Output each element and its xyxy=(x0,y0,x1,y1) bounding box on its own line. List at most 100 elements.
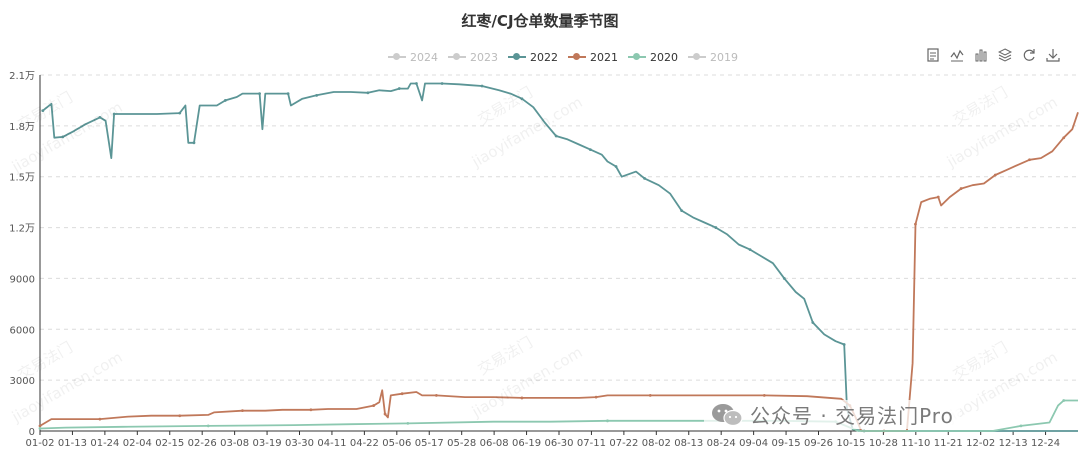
series-point-2020 xyxy=(406,421,410,425)
legend: 2024 2023 2022 2021 2020 2019 xyxy=(388,49,748,65)
x-tick-label: 02-15 xyxy=(155,438,184,449)
series-line-2020 xyxy=(39,399,1078,432)
x-tick-label: 09-26 xyxy=(804,438,833,449)
x-tick-label: 11-21 xyxy=(934,438,963,449)
series-point-2021 xyxy=(936,195,940,199)
wechat-icon xyxy=(710,402,744,428)
y-tick-label: 0 xyxy=(29,427,35,438)
series-point-2021 xyxy=(434,394,438,397)
series-line-2021 xyxy=(39,112,1079,432)
series-point-2021 xyxy=(959,187,963,190)
x-tick-label: 01-24 xyxy=(90,438,119,449)
x-tick-label: 02-26 xyxy=(188,438,217,449)
x-tick-label: 11-10 xyxy=(901,438,930,449)
legend-item-2019[interactable]: 2019 xyxy=(688,51,738,64)
series-point-2021 xyxy=(383,412,387,416)
legend-item-2021[interactable]: 2021 xyxy=(568,51,618,64)
legend-label: 2023 xyxy=(470,50,498,64)
series-point-2021 xyxy=(762,394,766,397)
series-point-2022 xyxy=(680,209,684,213)
y-tick-label: 1.8万 xyxy=(9,122,35,133)
series-point-2020 xyxy=(1062,399,1066,402)
series-point-2022 xyxy=(178,111,182,115)
series-point-2022 xyxy=(61,135,65,139)
x-tick-label: 01-02 xyxy=(25,438,54,449)
x-tick-label: 09-04 xyxy=(739,438,768,449)
legend-label: 2021 xyxy=(590,50,618,64)
series-point-2022 xyxy=(286,92,290,96)
y-tick-label: 2.1万 xyxy=(9,71,35,82)
series-point-2021 xyxy=(98,417,102,421)
legend-swatch xyxy=(448,52,466,62)
x-tick-label: 04-22 xyxy=(350,438,379,449)
x-tick-label: 06-19 xyxy=(512,438,541,449)
series-point-2022 xyxy=(223,99,227,102)
series-point-2021 xyxy=(648,394,652,397)
x-tick-label: 05-06 xyxy=(382,438,411,449)
series-point-2021 xyxy=(400,392,404,396)
series-point-2022 xyxy=(440,82,444,85)
x-tick-label: 08-02 xyxy=(642,438,671,449)
x-tick-label: 12-24 xyxy=(1031,438,1060,449)
x-tick-label: 12-02 xyxy=(966,438,995,449)
series-point-2022 xyxy=(366,91,370,95)
legend-item-2020[interactable]: 2020 xyxy=(628,51,678,64)
legend-swatch xyxy=(568,52,586,62)
badge-text: 公众号 · 交易法门Pro xyxy=(750,404,954,428)
series-point-2020 xyxy=(206,424,210,428)
bar-chart-icon[interactable] xyxy=(974,48,988,62)
x-tick-label: 03-30 xyxy=(285,438,314,449)
y-tick-label: 6000 xyxy=(10,325,35,336)
x-tick-label: 04-11 xyxy=(317,438,346,449)
x-tick-label: 03-08 xyxy=(220,438,249,449)
series-point-2022 xyxy=(554,134,558,138)
x-tick-label: 08-24 xyxy=(707,438,736,449)
series-point-2020 xyxy=(1019,424,1023,428)
x-tick-label: 07-22 xyxy=(609,438,638,449)
series-point-2021 xyxy=(1062,136,1066,140)
x-tick-label: 12-13 xyxy=(999,438,1028,449)
series-point-2021 xyxy=(993,173,997,177)
series-point-2021 xyxy=(178,414,182,418)
legend-item-2022[interactable]: 2022 xyxy=(508,51,558,64)
chart-title: 红枣/CJ仓单数量季节图 xyxy=(461,12,619,30)
y-tick-label: 1.5万 xyxy=(9,173,35,184)
series-point-2021 xyxy=(1028,158,1031,162)
series-point-2021 xyxy=(309,408,313,412)
x-tick-label: 10-15 xyxy=(836,438,865,449)
legend-swatch xyxy=(688,52,706,62)
line-chart-icon[interactable] xyxy=(950,48,964,62)
x-tick-label: 07-11 xyxy=(577,438,606,449)
legend-label: 2022 xyxy=(530,50,558,64)
legend-label: 2024 xyxy=(410,50,438,64)
series-point-2022 xyxy=(614,165,618,168)
series-point-2022 xyxy=(811,321,815,324)
legend-swatch xyxy=(508,52,526,62)
legend-item-2023[interactable]: 2023 xyxy=(448,51,498,64)
y-tick-label: 1.2万 xyxy=(9,224,35,235)
toolbox xyxy=(916,48,1060,62)
series-point-2021 xyxy=(38,424,42,428)
data-view-icon[interactable] xyxy=(926,48,940,62)
legend-item-2024[interactable]: 2024 xyxy=(388,51,438,64)
series-point-2020 xyxy=(606,419,609,423)
series-point-2022 xyxy=(714,226,718,229)
restore-icon[interactable] xyxy=(1022,48,1036,62)
x-tick-label: 05-28 xyxy=(447,438,476,449)
x-tick-label: 03-19 xyxy=(253,438,282,449)
stack-icon[interactable] xyxy=(998,48,1012,62)
x-tick-label: 05-17 xyxy=(415,438,444,449)
legend-swatch xyxy=(628,52,646,62)
save-image-icon[interactable] xyxy=(1046,48,1060,62)
series-point-2021 xyxy=(520,396,524,400)
legend-swatch xyxy=(388,52,406,62)
series-point-2022 xyxy=(520,97,524,101)
series-point-2022 xyxy=(748,248,752,252)
series-point-2022 xyxy=(192,141,196,145)
series-point-2020 xyxy=(38,427,42,430)
y-tick-label: 3000 xyxy=(10,376,35,387)
wechat-badge: 公众号 · 交易法门Pro xyxy=(704,400,960,429)
x-tick-label: 06-08 xyxy=(480,438,509,449)
series-point-2022 xyxy=(480,84,484,88)
